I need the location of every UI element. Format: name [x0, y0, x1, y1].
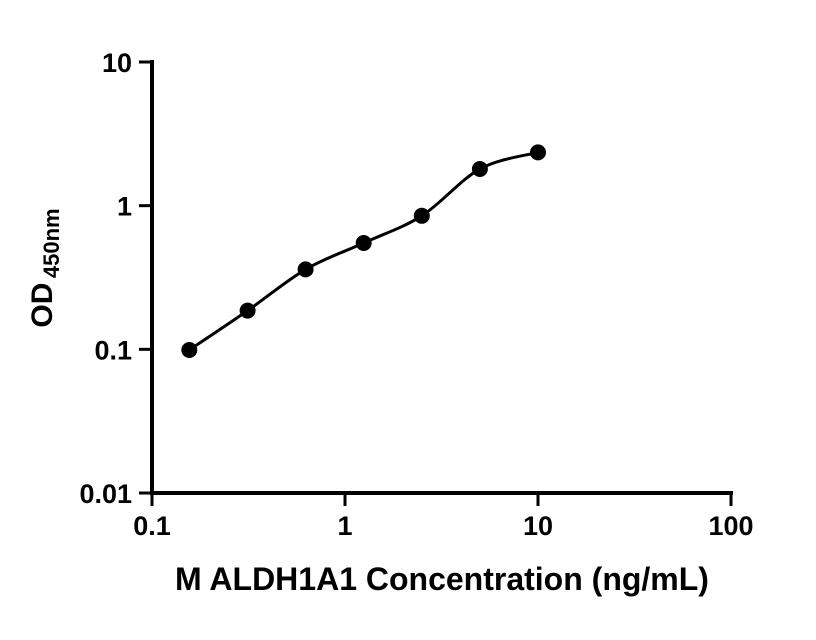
y-tick-label: 0.1	[94, 335, 132, 365]
y-tick-label: 1	[117, 192, 132, 222]
data-point	[239, 302, 256, 319]
data-point	[297, 261, 314, 278]
data-point	[530, 144, 546, 161]
data-points	[181, 144, 546, 358]
data-point	[355, 235, 372, 251]
data-point	[471, 161, 488, 177]
data-point	[181, 342, 198, 358]
data-point	[413, 207, 430, 224]
y-tick-label: 0.01	[79, 479, 132, 509]
y-tick-label: 10	[102, 48, 132, 78]
x-tick-label: 0.1	[133, 511, 171, 541]
fit-curve	[187, 150, 540, 352]
y-axis-ticks: 0.01 0.1 1 10	[79, 48, 152, 509]
x-axis-title: M ALDH1A1 Concentration (ng/mL)	[175, 561, 709, 597]
x-axis-ticks: 0.1 1 10 100	[133, 493, 754, 541]
y-axis-title: OD 450nm	[26, 208, 64, 327]
x-tick-label: 10	[523, 511, 553, 541]
y-axis-title-main: OD	[26, 283, 59, 328]
y-axis-title-subscript: 450nm	[39, 208, 64, 278]
x-tick-label: 100	[708, 511, 753, 541]
x-tick-label: 1	[337, 511, 352, 541]
